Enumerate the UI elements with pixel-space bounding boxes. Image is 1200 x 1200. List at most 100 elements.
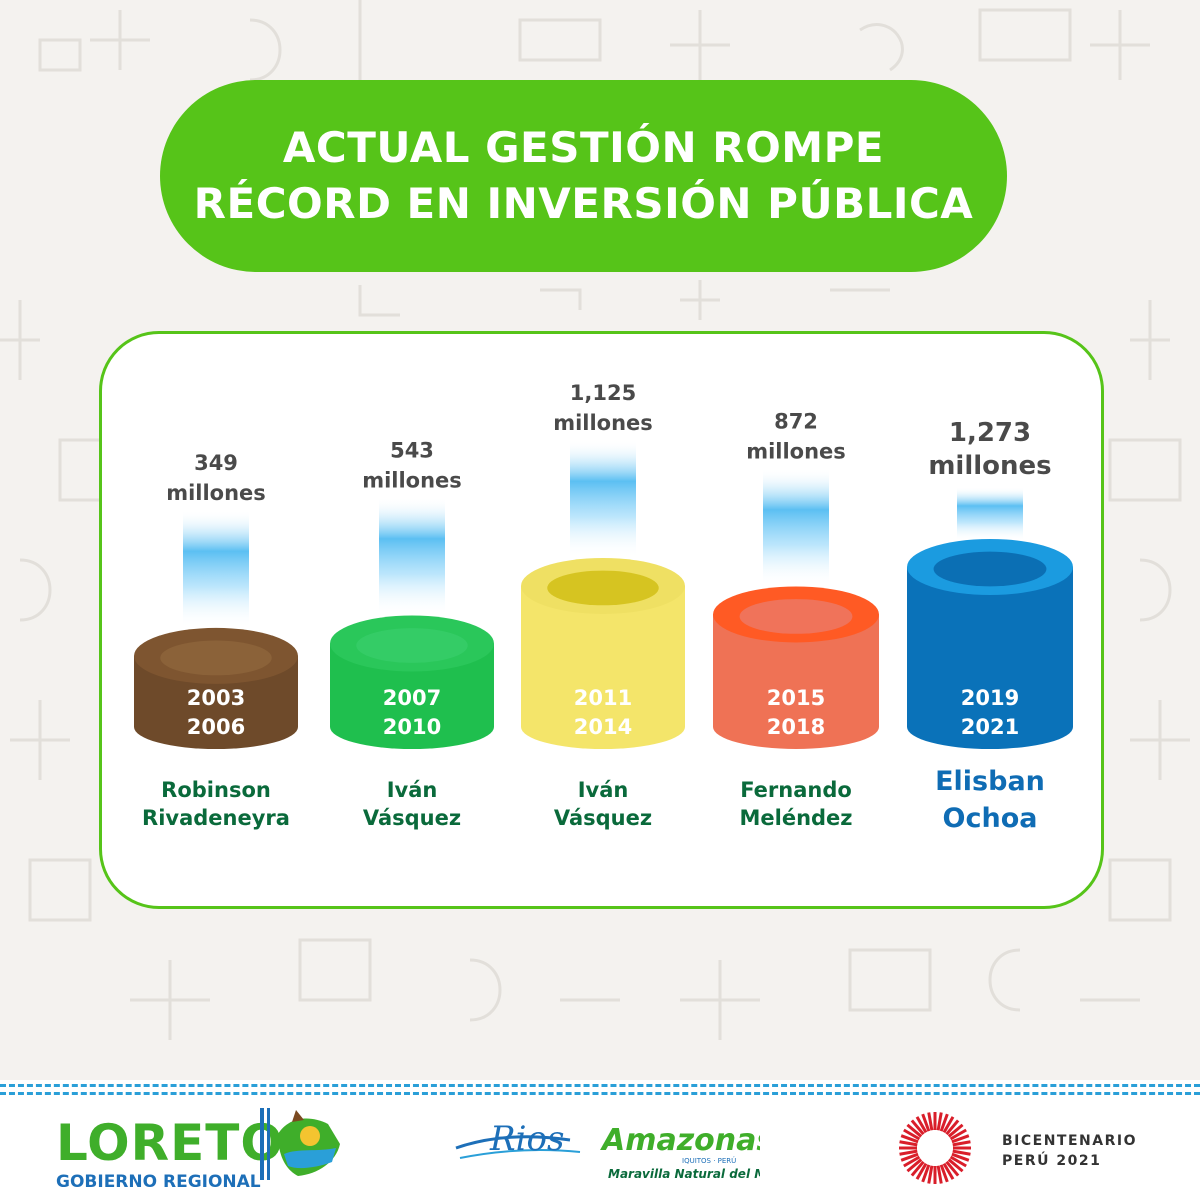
value-label: 349 — [194, 451, 238, 475]
emblem-ray — [939, 1113, 949, 1132]
emblem-ray — [900, 1134, 919, 1144]
name-line-2: Rivadeneyra — [142, 806, 290, 830]
connector-glow — [183, 509, 249, 628]
emblem-ray — [945, 1119, 960, 1136]
emblem-ray — [947, 1123, 964, 1138]
period-start: 2011 — [574, 686, 632, 710]
loreto-subtitle: GOBIERNO REGIONAL — [56, 1172, 261, 1192]
footer-divider — [0, 1092, 1200, 1095]
emblem-ray — [949, 1155, 967, 1168]
bar-inner — [160, 640, 272, 676]
name-line-1: Robinson — [161, 778, 271, 802]
period-start: 2003 — [187, 686, 245, 710]
period-end: 2010 — [383, 715, 441, 739]
bar-cylinder — [907, 567, 1073, 749]
name-line-2: Vásquez — [363, 806, 461, 830]
rios-tagline: Maravilla Natural del Mundo — [608, 1167, 760, 1181]
emblem-ray — [927, 1112, 934, 1131]
unit-label: millones — [928, 451, 1051, 481]
bicentenario-line-2: PERÚ 2021 — [1002, 1153, 1102, 1169]
rios-word: Amazonas — [600, 1123, 760, 1158]
period-start: 2007 — [383, 686, 441, 710]
emblem-ray — [951, 1152, 970, 1162]
bicentenario-text: BICENTENARIO PERÚ 2021 — [1002, 1131, 1137, 1171]
period-end: 2014 — [574, 715, 632, 739]
bar-cylinder — [330, 643, 494, 749]
name-line-1: Iván — [387, 778, 438, 802]
unit-label: millones — [746, 439, 846, 463]
emblem-ray — [903, 1155, 921, 1168]
title-line-1: ACTUAL GESTIÓN ROMPE — [282, 123, 885, 172]
bar-cylinder — [521, 585, 685, 749]
emblem-ray — [947, 1158, 964, 1173]
emblem-ray — [915, 1162, 928, 1180]
bar-cylinder — [713, 614, 879, 749]
title-banner: ACTUAL GESTIÓN ROMPE RÉCORD EN INVERSIÓN… — [160, 80, 1007, 272]
emblem-ray — [903, 1128, 921, 1141]
unit-label: millones — [166, 481, 266, 505]
loreto-logo: LORETO GOBIERNO REGIONAL — [56, 1118, 284, 1194]
emblem-ray — [936, 1112, 943, 1131]
value-label: 543 — [390, 439, 434, 463]
emblem-ray — [952, 1140, 971, 1147]
period-end: 2021 — [961, 715, 1019, 739]
bar-inner — [739, 599, 853, 634]
bar-inner — [933, 551, 1047, 587]
connector-glow — [957, 487, 1023, 541]
value-label: 1,273 — [949, 418, 1031, 448]
emblem-ray — [942, 1162, 955, 1180]
name-line-1: Iván — [578, 778, 629, 802]
unit-label: millones — [553, 411, 653, 435]
emblem-ray — [910, 1160, 925, 1177]
rios-small: IQUITOS · PERÚ — [682, 1156, 736, 1165]
title-line-2: RÉCORD EN INVERSIÓN PÚBLICA — [193, 179, 974, 228]
bar-inner — [547, 570, 659, 606]
footer — [0, 1080, 1200, 1200]
connector-glow — [763, 468, 829, 587]
emblem-ray — [939, 1164, 949, 1183]
rios-amazonas-logo: Rios Amazonas IQUITOS · PERÚ Maravilla N… — [455, 1119, 760, 1181]
emblem-ray — [921, 1113, 931, 1132]
emblem-ray — [933, 1112, 937, 1130]
emblem-ray — [942, 1116, 955, 1134]
bicentenario-line-1: BICENTENARIO — [1002, 1133, 1137, 1149]
regional-crest-icon — [260, 1108, 340, 1180]
name-line-2: Ochoa — [943, 803, 1038, 834]
emblem-ray — [899, 1146, 917, 1150]
value-label: 872 — [774, 409, 818, 433]
bicentenario-emblem-icon — [899, 1112, 971, 1184]
emblem-ray — [936, 1165, 943, 1184]
emblem-ray — [951, 1134, 970, 1144]
footer-divider — [0, 1084, 1200, 1087]
value-label: 1,125 — [570, 381, 636, 405]
bar-inner — [356, 628, 468, 663]
emblem-ray — [945, 1160, 960, 1177]
emblem-ray — [933, 1166, 937, 1184]
emblem-ray — [927, 1165, 934, 1184]
period-end: 2006 — [187, 715, 245, 739]
investment-chart: 349 millones 2003 2006 Robinson Rivadeneyra 54… — [134, 381, 1073, 834]
emblem-ray — [915, 1116, 928, 1134]
emblem-ray — [949, 1128, 967, 1141]
period-start: 2019 — [961, 686, 1019, 710]
emblem-ray — [906, 1123, 923, 1138]
emblem-ray — [953, 1146, 971, 1150]
emblem-ray — [921, 1164, 931, 1183]
emblem-ray — [910, 1119, 925, 1136]
emblem-ray — [899, 1149, 918, 1156]
emblem-ray — [900, 1152, 919, 1162]
name-line-2: Meléndez — [739, 806, 852, 830]
period-start: 2015 — [767, 686, 825, 710]
name-line-1: Fernando — [740, 778, 852, 802]
connector-glow — [570, 439, 636, 558]
emblem-ray — [952, 1149, 971, 1156]
connector-glow — [379, 497, 445, 616]
emblem-ray — [906, 1158, 923, 1173]
period-end: 2018 — [767, 715, 825, 739]
rios-script: Rios — [489, 1119, 564, 1159]
loreto-wordmark: LORETO — [56, 1114, 284, 1172]
unit-label: millones — [362, 469, 462, 493]
name-line-1: Elisban — [935, 766, 1045, 797]
emblem-ray — [899, 1140, 918, 1147]
name-line-2: Vásquez — [554, 806, 652, 830]
